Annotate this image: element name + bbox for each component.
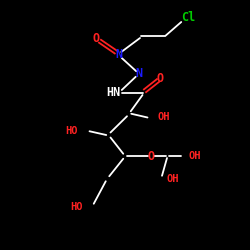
Text: O: O xyxy=(148,150,155,163)
Text: Cl: Cl xyxy=(182,11,196,24)
Text: OH: OH xyxy=(189,151,201,161)
Text: O: O xyxy=(93,32,100,45)
Text: N: N xyxy=(115,48,122,62)
Text: HN: HN xyxy=(106,86,121,99)
Text: HO: HO xyxy=(65,126,78,136)
Text: OH: OH xyxy=(158,112,170,122)
Text: N: N xyxy=(135,67,142,80)
Text: OH: OH xyxy=(166,174,179,184)
Text: O: O xyxy=(156,72,164,85)
Text: HO: HO xyxy=(70,202,82,212)
